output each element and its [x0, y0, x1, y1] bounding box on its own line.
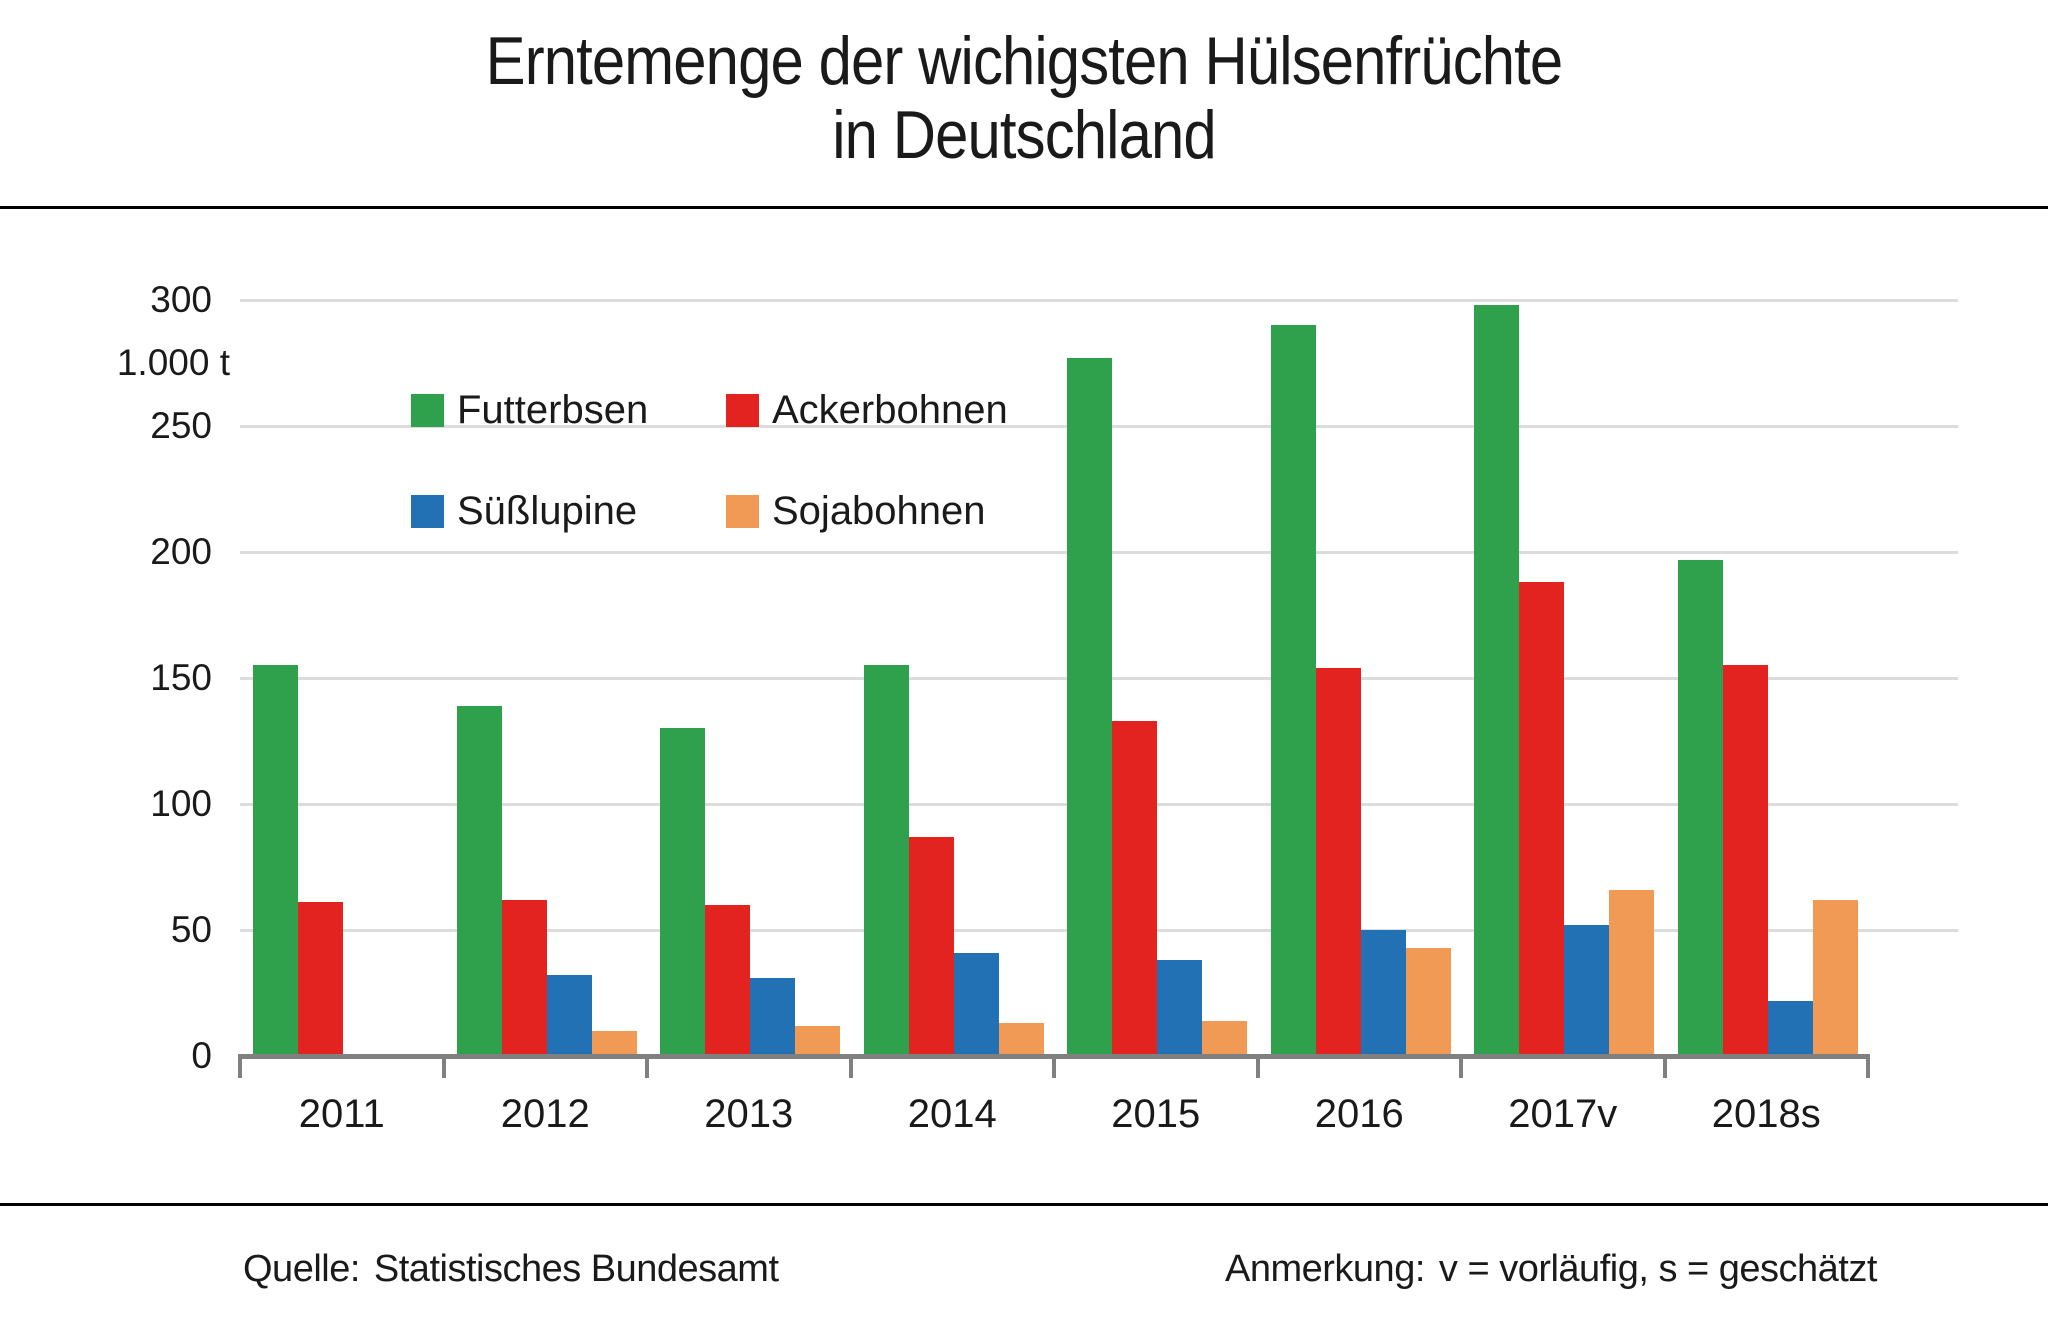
legend-swatch-Futterbsen — [411, 393, 444, 427]
x-axis-tick — [1052, 1054, 1056, 1078]
annotation-text: v = vorläufig, s = geschätzt — [1438, 1248, 1878, 1290]
legend-item-Süßlupine: Süßlupine — [411, 490, 637, 532]
x-axis-tick — [1866, 1054, 1870, 1078]
bar-Sojabohnen-2017v — [1609, 889, 1654, 1056]
y-tick-label: 100 — [150, 783, 212, 824]
bar-Futterbsen-2013 — [660, 728, 705, 1056]
x-axis-tick — [848, 1054, 853, 1078]
legend-label-Ackerbohnen: Ackerbohnen — [772, 388, 1008, 432]
bar-Ackerbohnen-2016 — [1315, 667, 1361, 1056]
y-axis-unit-label: 1.000 t — [116, 342, 230, 383]
bar-Süßlupine-2015 — [1157, 960, 1202, 1056]
bar-Ackerbohnen-2017v — [1519, 582, 1564, 1056]
x-label-2016: 2016 — [1314, 1092, 1404, 1136]
bar-Sojabohnen-2018s — [1812, 899, 1858, 1056]
bar-Ackerbohnen-2015 — [1112, 720, 1157, 1056]
x-label-2017v: 2017v — [1508, 1092, 1618, 1136]
bar-Futterbsen-2018s — [1677, 559, 1723, 1056]
x-label-2011: 2011 — [298, 1092, 385, 1136]
bar-Sojabohnen-2013 — [795, 1025, 840, 1056]
bar-Ackerbohnen-2012 — [501, 899, 547, 1056]
source-text: Statistisches Bundesamt — [373, 1248, 779, 1290]
legend-item-Ackerbohnen: Ackerbohnen — [726, 389, 1008, 431]
x-label-2015: 2015 — [1111, 1092, 1201, 1136]
legend-item-Sojabohnen: Sojabohnen — [726, 490, 986, 532]
bar-Futterbsen-2015 — [1067, 357, 1112, 1056]
legend-item-Futterbsen: Futterbsen — [411, 389, 648, 431]
bar-Süßlupine-2016 — [1360, 930, 1406, 1056]
bar-Sojabohnen-2014 — [998, 1023, 1044, 1056]
bar-Futterbsen-2012 — [456, 705, 502, 1056]
bar-Sojabohnen-2015 — [1202, 1020, 1247, 1056]
bar-Ackerbohnen-2018s — [1722, 665, 1768, 1056]
y-tick-label: 50 — [170, 909, 212, 950]
legend-label-Futterbsen: Futterbsen — [457, 388, 649, 432]
chart-title-line2: in Deutschland — [832, 97, 1216, 173]
bar-Süßlupine-2012 — [546, 975, 592, 1056]
bottom-divider — [0, 1203, 2048, 1206]
top-divider — [0, 206, 2048, 209]
x-axis-tick — [238, 1054, 242, 1078]
legend-swatch-Süßlupine — [411, 494, 444, 528]
legend-label-Sojabohnen: Sojabohnen — [772, 489, 986, 533]
legend-swatch-Sojabohnen — [726, 494, 759, 528]
x-label-2013: 2013 — [704, 1092, 794, 1136]
legend-swatch-Ackerbohnen — [726, 393, 759, 427]
x-axis-tick — [645, 1054, 649, 1078]
bar-Futterbsen-2017v — [1474, 305, 1519, 1056]
source-label: Quelle: — [243, 1248, 360, 1290]
y-tick-label: 150 — [150, 657, 212, 698]
bar-Sojabohnen-2016 — [1405, 947, 1451, 1056]
bar-Süßlupine-2018s — [1767, 1000, 1813, 1056]
bar-Futterbsen-2014 — [863, 665, 909, 1056]
legend-label-Süßlupine: Süßlupine — [457, 489, 638, 533]
x-label-2014: 2014 — [907, 1092, 997, 1136]
bar-Ackerbohnen-2013 — [705, 904, 750, 1056]
x-label-2012: 2012 — [500, 1092, 590, 1136]
y-tick-label: 250 — [150, 405, 212, 446]
annotation-label: Anmerkung: — [1225, 1248, 1425, 1290]
bar-Süßlupine-2013 — [750, 977, 795, 1056]
bar-Futterbsen-2011 — [253, 665, 298, 1056]
chart-title-line1: Erntemenge der wichigsten Hülsenfrüchte — [485, 23, 1564, 99]
y-tick-label: 0 — [191, 1035, 212, 1076]
x-axis-tick — [1255, 1054, 1260, 1078]
y-tick-label: 200 — [150, 531, 212, 572]
x-label-2018s: 2018s — [1711, 1092, 1821, 1136]
y-tick-label: 300 — [150, 279, 212, 320]
x-axis-tick — [1459, 1054, 1463, 1078]
bar-Futterbsen-2016 — [1270, 325, 1316, 1056]
bar-Ackerbohnen-2011 — [298, 902, 343, 1056]
source-note: Quelle: Statistisches Bundesamt — [243, 1246, 779, 1292]
bar-Süßlupine-2014 — [953, 952, 999, 1056]
x-axis-tick — [441, 1054, 446, 1078]
chart-title: Erntemenge der wichigsten Hülsenfrüchte … — [123, 24, 1925, 172]
x-axis-tick — [1662, 1054, 1667, 1078]
bar-Ackerbohnen-2014 — [908, 836, 954, 1056]
bar-Süßlupine-2017v — [1564, 924, 1609, 1056]
annotation-note: Anmerkung: v = vorläufig, s = geschätzt — [1225, 1246, 1877, 1292]
gridline — [240, 298, 1958, 302]
bar-Sojabohnen-2012 — [591, 1030, 637, 1056]
